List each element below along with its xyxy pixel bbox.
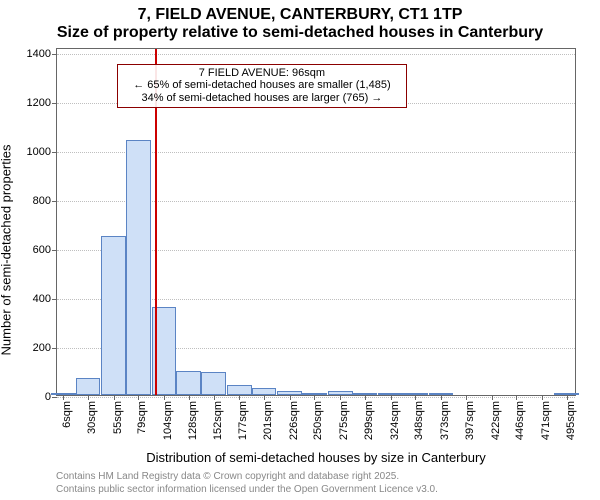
x-tick-label: 373sqm — [439, 362, 451, 401]
histogram-bar — [378, 393, 403, 395]
x-tick-label: 348sqm — [413, 362, 425, 401]
x-tick-label: 495sqm — [565, 362, 577, 401]
annotation-line2: ← 65% of semi-detached houses are smalle… — [122, 79, 402, 92]
y-tick-label: 400 — [33, 293, 57, 305]
histogram-bar — [176, 371, 201, 396]
histogram-bar — [101, 236, 126, 395]
x-tick-label: 471sqm — [540, 362, 552, 401]
x-tick-label: 201sqm — [262, 362, 274, 401]
histogram-bar — [227, 385, 252, 395]
y-tick-label: 800 — [33, 195, 57, 207]
chart-container: 7, FIELD AVENUE, CANTERBURY, CT1 1TP Siz… — [0, 0, 600, 500]
x-tick-label: 299sqm — [363, 362, 375, 401]
x-tick-label: 226sqm — [288, 362, 300, 401]
y-tick-label: 200 — [33, 342, 57, 354]
y-tick-label: 600 — [33, 244, 57, 256]
histogram-bar — [252, 388, 277, 395]
histogram-bar — [277, 391, 302, 395]
histogram-bar — [353, 393, 378, 395]
histogram-bar — [201, 372, 226, 395]
annotation-line1: 7 FIELD AVENUE: 96sqm — [122, 67, 402, 80]
plot-area: 02004006008001000120014006sqm30sqm55sqm7… — [56, 48, 576, 396]
x-tick-label: 275sqm — [338, 362, 350, 401]
chart-title-line1: 7, FIELD AVENUE, CANTERBURY, CT1 1TP — [0, 6, 600, 24]
footer-line1: Contains HM Land Registry data © Crown c… — [56, 471, 600, 484]
gridline — [57, 54, 575, 55]
y-tick-label: 1200 — [27, 97, 57, 109]
title-block: 7, FIELD AVENUE, CANTERBURY, CT1 1TP Siz… — [0, 0, 600, 42]
x-tick-label: 422sqm — [490, 362, 502, 401]
histogram-bar — [328, 391, 353, 395]
y-axis-label: Number of semi-detached properties — [0, 145, 14, 356]
histogram-bar — [51, 393, 76, 395]
y-tick-label: 1400 — [27, 48, 57, 60]
histogram-bar — [429, 393, 454, 395]
x-tick-label: 446sqm — [514, 362, 526, 401]
x-tick-label: 250sqm — [312, 362, 324, 401]
x-tick-label: 177sqm — [237, 362, 249, 401]
histogram-bar — [302, 393, 327, 395]
x-tick-label: 6sqm — [61, 374, 73, 401]
y-tick-label: 1000 — [27, 146, 57, 158]
annotation-line3: 34% of semi-detached houses are larger (… — [122, 92, 402, 105]
annotation-box: 7 FIELD AVENUE: 96sqm← 65% of semi-detac… — [117, 64, 407, 108]
footer-line2: Contains public sector information licen… — [56, 484, 600, 497]
x-tick-label: 397sqm — [464, 362, 476, 401]
x-axis-label: Distribution of semi-detached houses by … — [56, 450, 576, 465]
histogram-bar — [403, 393, 428, 395]
chart-title-line2: Size of property relative to semi-detach… — [0, 24, 600, 42]
histogram-bar — [126, 140, 151, 395]
x-tick-label: 324sqm — [389, 362, 401, 401]
histogram-bar — [554, 393, 579, 395]
footer-attribution: Contains HM Land Registry data © Crown c… — [0, 467, 600, 496]
histogram-bar — [76, 378, 101, 395]
